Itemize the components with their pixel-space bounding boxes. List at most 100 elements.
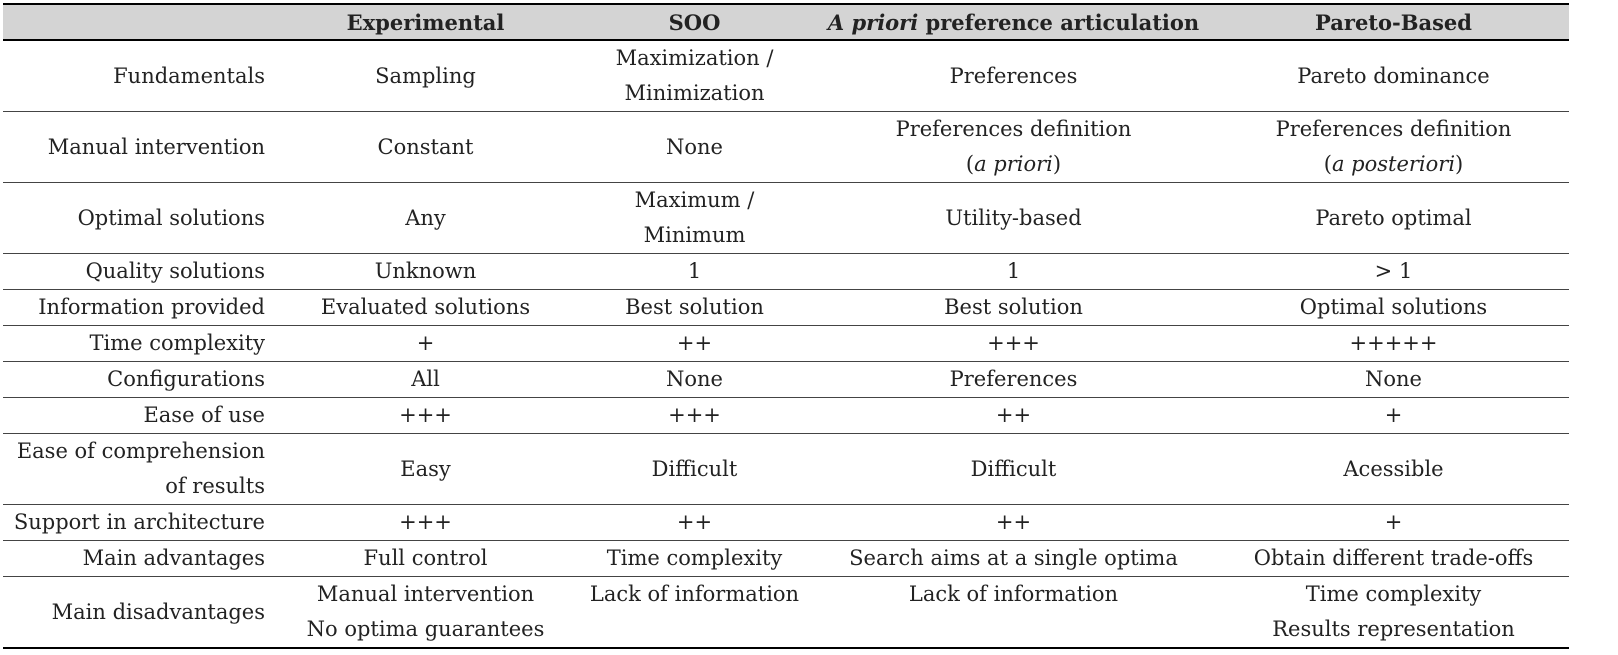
cell-line: Minimum (643, 223, 746, 247)
cell-experimental: Any (271, 182, 580, 254)
cell-experimental: +++ (271, 397, 580, 434)
row-label: Main disadvantages (3, 576, 271, 649)
cell-soo: None (580, 361, 809, 398)
table-row: Main advantages Full control Time complexi… (3, 540, 1569, 577)
cell-apriori: Utility-based (809, 182, 1218, 254)
cell-line: ++ (995, 403, 1032, 427)
cell-pareto: Optimal solutions (1218, 289, 1569, 326)
cell-experimental: Easy (271, 433, 580, 505)
cell-line: Main disadvantages (51, 599, 265, 624)
cell-experimental: Unknown (271, 253, 580, 290)
cell-line: Maximum / (634, 188, 755, 212)
header-apriori-rest: preference articulation (918, 9, 1200, 35)
cell-experimental: Evaluated solutions (271, 289, 580, 326)
cell-soo: +++ (580, 397, 809, 434)
cell-apriori: +++ (809, 325, 1218, 362)
cell-line: Search aims at a single optima (849, 546, 1178, 570)
cell-line: of results (165, 474, 265, 498)
cell-line: Support in architecture (13, 510, 265, 534)
cell-line: Manual intervention (316, 582, 535, 606)
table-row: Optimal solutions Any Maximum / Minimum Util… (3, 182, 1569, 254)
cell-experimental: + (271, 325, 580, 362)
cell-pareto: Time complexity Results representation (1218, 576, 1569, 649)
cell-pareto: > 1 (1218, 253, 1569, 290)
row-label: Configurations (3, 361, 271, 398)
cell-soo: Maximum / Minimum (580, 182, 809, 254)
cell-soo: Maximization / Minimization (580, 40, 809, 112)
cell-experimental: Full control (271, 540, 580, 577)
cell-line: Preferences (949, 367, 1078, 391)
cell-line: (a priori) (965, 152, 1062, 176)
cell-line: Ease of use (143, 403, 265, 427)
cell-line: > 1 (1374, 259, 1413, 283)
row-label: Manual intervention (3, 111, 271, 183)
table-row: Main disadvantages Manual intervention No … (3, 576, 1569, 649)
cell-apriori: ++ (809, 504, 1218, 541)
table-row: Support in architecture +++ ++ ++ + (3, 504, 1569, 541)
italic-term: a priori (974, 152, 1053, 176)
cell-line: (a posteriori) (1323, 152, 1464, 176)
cell-line: Information provided (38, 295, 265, 319)
cell-line: Unknown (374, 259, 477, 283)
cell-soo: ++ (580, 504, 809, 541)
cell-line: 1 (687, 259, 702, 283)
cell-soo: Difficult (580, 433, 809, 505)
cell-pareto: +++++ (1218, 325, 1569, 362)
cell-soo: Lack of information (580, 576, 809, 649)
cell-line: Time complexity (1305, 582, 1482, 606)
cell-line: Sampling (375, 63, 476, 88)
cell-line: +++++ (1349, 331, 1438, 355)
cell-line: Manual intervention (47, 134, 265, 159)
table-row: Quality solutions Unknown 1 1 > 1 (3, 253, 1569, 290)
row-label: Quality solutions (3, 253, 271, 290)
cell-line: Preferences (949, 63, 1078, 88)
row-label: Main advantages (3, 540, 271, 577)
cell-apriori: Search aims at a single optima (809, 540, 1218, 577)
cell-line: Easy (400, 456, 451, 481)
cell-line: Main advantages (82, 546, 265, 570)
cell-line: None (666, 367, 723, 391)
cell-line: Time complexity (89, 331, 265, 355)
cell-apriori: 1 (809, 253, 1218, 290)
cell-line: 1 (1006, 259, 1021, 283)
cell-soo: ++ (580, 325, 809, 362)
cell-line: All (411, 367, 440, 391)
cell-line: Results representation (1272, 617, 1515, 641)
cell-line: Best solution (944, 295, 1083, 319)
header-row: Experimental SOO A priori preference art… (3, 3, 1569, 41)
cell-line: Preferences definition (1275, 117, 1512, 141)
cell-soo: Best solution (580, 289, 809, 326)
table-row: Manual intervention Constant None Preferenc… (3, 111, 1569, 183)
table-row: Fundamentals Sampling Maximization / Minimi… (3, 40, 1569, 112)
cell-line: Maximization / (615, 46, 774, 70)
cell-line: ++ (676, 510, 713, 534)
cell-line: Difficult (651, 456, 738, 481)
cell-line: Ease of comprehension (16, 439, 265, 463)
row-label: Optimal solutions (3, 182, 271, 254)
cell-line: Lack of information (589, 582, 800, 606)
cell-line: Optimal solutions (1299, 295, 1488, 319)
italic-term: a posteriori (1331, 152, 1456, 176)
cell-line: +++ (399, 403, 452, 427)
cell-line: Pareto optimal (1315, 205, 1472, 230)
cell-apriori: Best solution (809, 289, 1218, 326)
row-label: Fundamentals (3, 40, 271, 112)
cell-experimental: Manual intervention No optima guarantees (271, 576, 580, 649)
cell-experimental: Sampling (271, 40, 580, 112)
header-corner (3, 3, 271, 41)
cell-line: +++ (987, 331, 1040, 355)
cell-experimental: All (271, 361, 580, 398)
header-apriori-emphasis: A priori (827, 9, 919, 35)
cell-apriori: Preferences (809, 361, 1218, 398)
cell-line: Any (405, 205, 446, 230)
cell-line: Full control (363, 546, 488, 570)
cell-line: Difficult (970, 456, 1057, 481)
cell-line: Configurations (107, 367, 265, 391)
cell-pareto: Pareto optimal (1218, 182, 1569, 254)
cell-pareto: + (1218, 397, 1569, 434)
header-soo: SOO (580, 3, 809, 41)
cell-line: Acessible (1343, 456, 1444, 481)
cell-soo: Time complexity (580, 540, 809, 577)
header-apriori: A priori preference articulation (809, 3, 1218, 41)
cell-line: None (1365, 367, 1422, 391)
